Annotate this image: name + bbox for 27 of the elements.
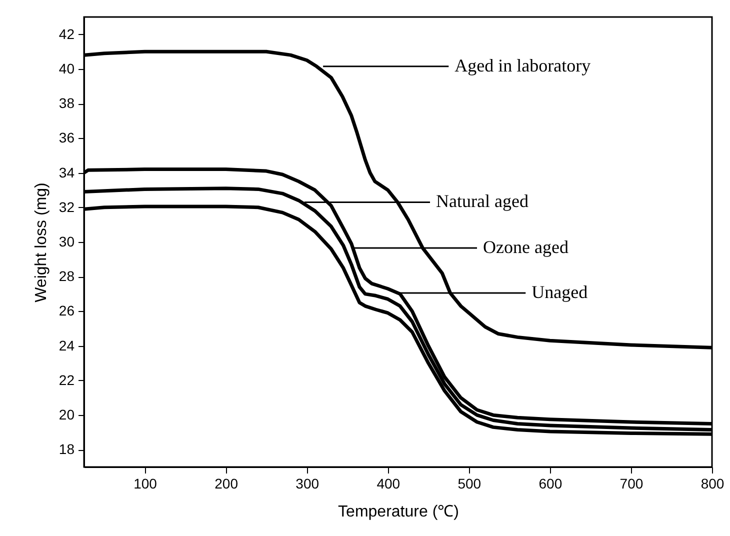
x-tick-label: 800 <box>700 476 724 492</box>
y-tick-label: 38 <box>58 95 75 112</box>
annotation: Unaged <box>532 282 588 302</box>
x-axis-title: Temperature (℃) <box>338 504 459 520</box>
x-tick-label: 100 <box>134 476 158 492</box>
y-tick-label: 30 <box>58 234 75 250</box>
x-tick-label: 600 <box>538 476 562 492</box>
y-tick-label: 36 <box>58 130 75 146</box>
annotation: Aged in laboratory <box>454 55 591 76</box>
y-tick-label: 40 <box>58 60 75 76</box>
x-tick-label: 700 <box>620 476 644 492</box>
y-tick-label: 32 <box>58 198 75 215</box>
y-tick-label: 34 <box>58 164 75 180</box>
x-tick-label: 400 <box>376 476 400 492</box>
x-tick-label: 200 <box>214 476 238 492</box>
y-tick-label: 18 <box>58 441 75 458</box>
y-axis-title: Weight loss (mg) <box>32 182 50 302</box>
x-tick-label: 300 <box>296 476 320 492</box>
annotation: Ozone aged <box>483 237 568 258</box>
y-tick-label: 22 <box>58 372 75 388</box>
y-tick-label: 20 <box>58 406 75 423</box>
y-tick-label: 28 <box>58 268 75 284</box>
y-tick-label: 42 <box>58 26 75 42</box>
annotation: Natural aged <box>436 191 528 212</box>
y-tick-label: 24 <box>58 337 75 354</box>
y-tick-label: 26 <box>58 302 75 319</box>
x-tick-label: 500 <box>458 476 482 492</box>
